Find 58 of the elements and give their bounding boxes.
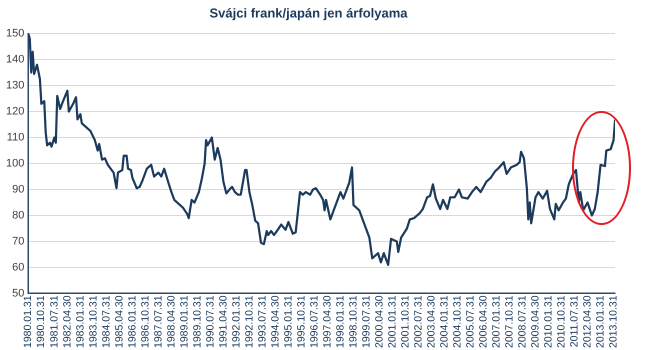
x-tick-label: 1994.04.30 xyxy=(269,295,282,348)
x-tick-label: 2001.01.31 xyxy=(386,295,398,348)
x-tick-label: 1983.10.31 xyxy=(87,295,100,348)
y-tick-label: 110 xyxy=(6,132,24,144)
x-tick-label: 1980.10.31 xyxy=(35,295,48,348)
y-tick-label: 90 xyxy=(12,184,24,196)
x-tick-label: 2007.10.31 xyxy=(503,295,516,348)
x-tick-label: 1989.01.31 xyxy=(178,295,190,348)
x-tick-label: 2006.04.30 xyxy=(477,295,490,348)
x-tick-label: 1982.04.30 xyxy=(61,295,74,348)
y-tick-label: 100 xyxy=(6,158,24,170)
x-tick-label: 1990.07.31 xyxy=(204,295,216,348)
x-tick-label: 1988.04.30 xyxy=(165,295,178,348)
x-tick-label: 1986.10.31 xyxy=(139,295,152,348)
x-tick-label: 2010.10.31 xyxy=(555,295,568,348)
x-tick-label: 1998.01.31 xyxy=(334,295,346,348)
x-tick-label: 2011.07.31 xyxy=(568,295,580,348)
y-tick-label: 80 xyxy=(12,210,24,222)
x-tick-label: 1995.10.31 xyxy=(295,295,308,348)
x-tick-label: 2008.07.31 xyxy=(516,295,528,348)
y-tick-label: 70 xyxy=(12,236,24,248)
x-tick-label: 2000.04.30 xyxy=(373,295,386,348)
x-tick-label: 1983.01.31 xyxy=(74,295,86,348)
x-tick-label: 1980.01.31 xyxy=(22,295,34,348)
x-tick-label: 1981.07.31 xyxy=(48,295,60,348)
x-tick-label: 1997.04.30 xyxy=(321,295,334,348)
x-tick-label: 1986.01.31 xyxy=(126,295,138,348)
y-tick-label: 140 xyxy=(6,54,24,66)
x-tick-label: 1993.07.31 xyxy=(256,295,268,348)
x-tick-label: 1992.01.31 xyxy=(230,295,242,348)
y-tick-label: 60 xyxy=(12,261,24,274)
x-tick-label: 1987.07.31 xyxy=(152,295,164,348)
x-tick-label: 1989.10.31 xyxy=(191,295,204,348)
x-tick-label: 1984.07.31 xyxy=(100,295,112,348)
x-tick-label: 2013.10.31 xyxy=(607,295,620,348)
x-tick-label: 2004.10.31 xyxy=(451,295,464,348)
x-tick-label: 1991.04.30 xyxy=(217,295,230,348)
x-tick-label: 2012.04.30 xyxy=(581,295,594,348)
x-tick-label: 2009.04.30 xyxy=(529,295,542,348)
chart-title: Svájci frank/japán jen árfolyama xyxy=(210,5,408,20)
y-tick-label: 150 xyxy=(6,28,24,40)
x-tick-label: 1985.04.30 xyxy=(113,295,126,348)
x-tick-label: 2005.07.31 xyxy=(464,295,476,348)
x-tick-label: 2013.01.31 xyxy=(594,295,606,348)
x-tick-label: 2003.04.30 xyxy=(425,295,438,348)
x-tick-label: 1998.10.31 xyxy=(347,295,360,348)
y-tick-label: 120 xyxy=(6,106,24,118)
x-tick-label: 2007.01.31 xyxy=(490,295,502,348)
x-tick-label: 2010.01.31 xyxy=(542,295,554,348)
x-tick-label: 1996.07.31 xyxy=(308,295,320,348)
x-tick-label: 1995.01.31 xyxy=(282,295,294,348)
x-tick-label: 2004.01.31 xyxy=(438,295,450,348)
y-tick-label: 50 xyxy=(12,287,24,300)
x-tick-label: 1999.07.31 xyxy=(360,295,372,348)
x-tick-label: 1992.10.31 xyxy=(243,295,256,348)
x-tick-label: 2002.07.31 xyxy=(412,295,424,348)
x-tick-label: 2001.10.31 xyxy=(399,295,412,348)
y-tick-label: 130 xyxy=(6,80,24,92)
